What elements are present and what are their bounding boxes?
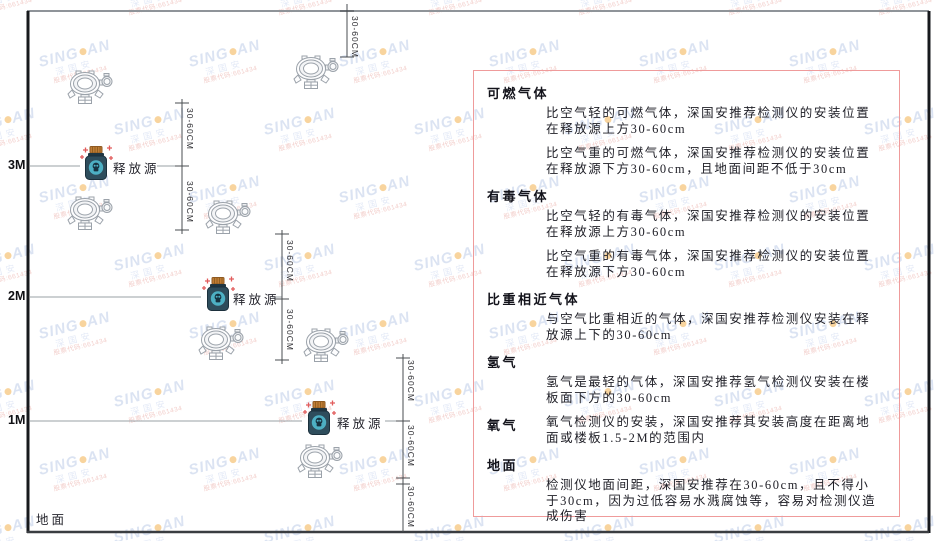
dimension-label-30-60cm: 30-60CM [185, 108, 195, 150]
gas-detector-icon [303, 328, 349, 367]
dimension-label-30-60cm: 30-60CM [285, 309, 295, 351]
panel-section-heading: 氢气 [487, 355, 519, 370]
release-source-label: 释放源 [113, 162, 160, 176]
panel-section: 氧气 氧气检测仪的安装，深国安推荐其安装高度在距离地面或楼板1.5-2M的范围内 [487, 415, 881, 446]
panel-section-heading: 有毒气体 [487, 189, 550, 204]
gas-detector-icon [293, 55, 339, 94]
panel-section-paragraph: 比空气轻的有毒气体，深国安推荐检测仪的安装位置在释放源上方30-60cm [546, 209, 871, 239]
dimension-label-30-60cm: 30-60CM [406, 360, 416, 402]
panel-section-heading: 氧气 [487, 418, 519, 433]
panel-section-heading: 比重相近气体 [487, 292, 581, 307]
height-level-label: 1M [8, 413, 26, 427]
panel-section-paragraph: 比空气重的可燃气体，深国安推荐检测仪的安装位置在释放源下方30-60cm，且地面… [546, 146, 871, 176]
panel-section-paragraph: 氧气检测仪的安装，深国安推荐其安装高度在距离地面或楼板1.5-2M的范围内 [546, 415, 871, 445]
gas-detector-icon [198, 326, 244, 365]
gas-detector-icon [67, 196, 113, 235]
panel-section-paragraph: 氢气是最轻的气体，深国安推荐氢气检测仪安装在楼板面下方的30-60cm [546, 375, 871, 405]
panel-section: 氢气 氢气是最轻的气体，深国安推荐氢气检测仪安装在楼板面下方的30-60cm [487, 352, 881, 406]
panel-section-body: 氢气是最轻的气体，深国安推荐氢气检测仪安装在楼板面下方的30-60cm [487, 375, 881, 406]
gas-detector-icon [297, 444, 343, 483]
release-source-icon [302, 400, 336, 441]
panel-section-paragraph: 检测仪地面间距，深国安推荐在30-60cm，且不得小于30cm，因为过低容易水溅… [546, 478, 877, 523]
dimension-label-30-60cm: 30-60CM [285, 240, 295, 282]
panel-section: 可燃气体 比空气轻的可燃气体，深国安推荐检测仪的安装位置在释放源上方30-60c… [487, 83, 881, 177]
sparkle-plus-icon [202, 276, 235, 291]
panel-section-body: 比空气轻的可燃气体，深国安推荐检测仪的安装位置在释放源上方30-60cm 比空气重… [487, 106, 881, 177]
panel-section-body: 比空气轻的有毒气体，深国安推荐检测仪的安装位置在释放源上方30-60cm 比空气重… [487, 209, 881, 280]
panel-section-paragraph: 与空气比重相近的气体，深国安推荐检测仪安装在释放源上下的30-60cm [546, 312, 871, 342]
panel-section: 比重相近气体 与空气比重相近的气体，深国安推荐检测仪安装在释放源上下的30-60… [487, 289, 881, 343]
release-source-icon [79, 145, 113, 186]
release-source-icon [201, 276, 235, 317]
panel-section-heading: 地面 [487, 458, 519, 473]
dimension-label-30-60cm: 30-60CM [185, 181, 195, 223]
panel-section: 有毒气体 比空气轻的有毒气体，深国安推荐检测仪的安装位置在释放源上方30-60c… [487, 186, 881, 280]
guidelines-panel: 可燃气体 比空气轻的可燃气体，深国安推荐检测仪的安装位置在释放源上方30-60c… [473, 70, 900, 523]
panel-section-paragraph: 比空气轻的可燃气体，深国安推荐检测仪的安装位置在释放源上方30-60cm [546, 106, 871, 136]
sparkle-plus-icon [303, 400, 336, 415]
panel-section-body: 与空气比重相近的气体，深国安推荐检测仪安装在释放源上下的30-60cm [487, 312, 881, 343]
dimension-label-30-60cm: 30-60CM [350, 16, 360, 58]
panel-section-body: 检测仪地面间距，深国安推荐在30-60cm，且不得小于30cm，因为过低容易水溅… [487, 478, 881, 525]
release-source-label: 释放源 [337, 417, 384, 431]
panel-section-paragraph: 比空气重的有毒气体，深国安推荐检测仪的安装位置在释放源下方30-60cm [546, 249, 871, 279]
sparkle-plus-icon [80, 145, 113, 160]
height-level-label: 3M [8, 158, 26, 172]
panel-section: 地面 检测仪地面间距，深国安推荐在30-60cm，且不得小于30cm，因为过低容… [487, 455, 881, 525]
panel-section-heading: 可燃气体 [487, 86, 550, 101]
gas-detector-icon [205, 200, 251, 239]
height-level-label: 2M [8, 289, 26, 303]
gas-detector-icon [67, 70, 113, 109]
panel-section-body: 氧气检测仪的安装，深国安推荐其安装高度在距离地面或楼板1.5-2M的范围内 [487, 415, 881, 446]
dimension-label-30-60cm: 30-60CM [406, 486, 416, 528]
dimension-label-30-60cm: 30-60CM [406, 425, 416, 467]
ground-label: 地面 [36, 513, 68, 527]
release-source-label: 释放源 [233, 293, 280, 307]
